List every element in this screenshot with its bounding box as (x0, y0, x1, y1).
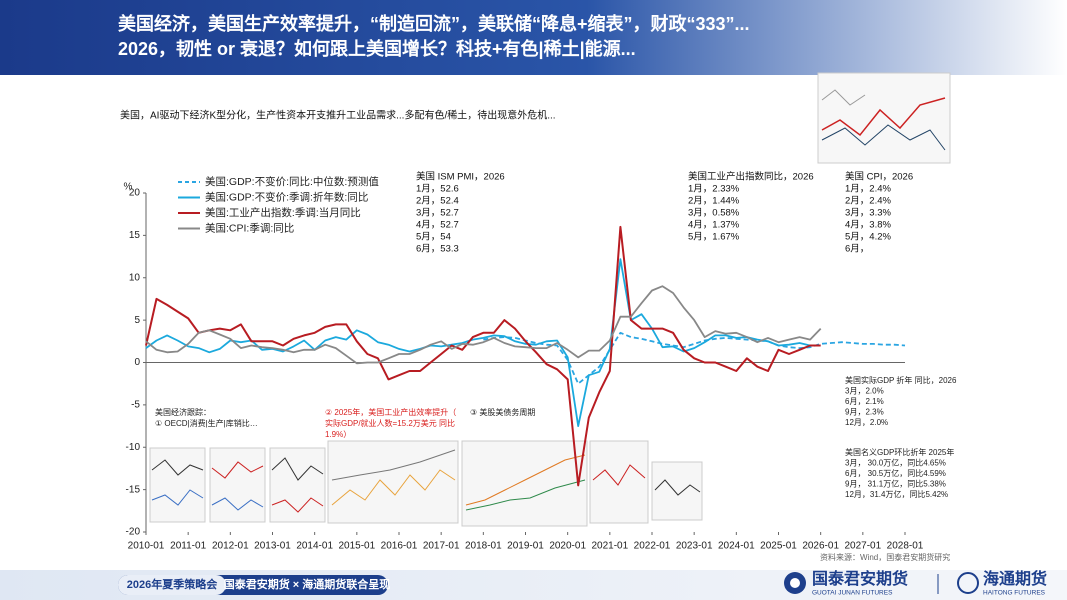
note-title: 美国工业产出指数同比，2026 (688, 171, 814, 183)
note-row: 2月，1.44% (688, 196, 740, 207)
title: 美国经济，美国生产效率提升，“制造回流”，美联储“降息+缩表”，财政“333”.… (118, 13, 750, 34)
x-tick-label: 2021-01 (591, 541, 628, 552)
note-row: 6月，53.3 (416, 244, 459, 255)
inset-caption: ③ 美股美债务周期 (470, 407, 535, 417)
x-tick-label: 2022-01 (634, 541, 671, 552)
note-row: 3月，0.58% (688, 208, 740, 219)
x-tick-label: 2019-01 (507, 541, 544, 552)
note-row: 6月， (845, 244, 869, 255)
x-tick-label: 2011-01 (170, 541, 206, 552)
logo-icon (957, 572, 979, 594)
y-unit: % (124, 182, 133, 193)
note-title: 美国实际GDP 折年 同比，2026 (845, 375, 957, 385)
footer-host: 国泰君安期货 × 海通期货联合呈现 (224, 577, 391, 591)
source: 资料来源：Wind，国泰君安期货研究 (820, 552, 950, 562)
x-tick-label: 2020-01 (549, 541, 586, 552)
note-row: 4月，1.37% (688, 220, 740, 231)
note-title: 美国 ISM PMI，2026 (416, 171, 505, 183)
note-row: 1月，52.6 (416, 184, 459, 195)
x-tick-label: 2026-01 (802, 541, 839, 552)
y-tick-label: -20 (126, 527, 141, 538)
note-row: 3月，52.7 (416, 208, 459, 219)
y-tick-label: -5 (131, 400, 140, 411)
note-row: 5月，4.2% (845, 232, 891, 243)
note-row: 12月，2.0% (845, 418, 888, 427)
logo-text: 海通期货 (983, 569, 1047, 588)
series-line (483, 331, 906, 385)
note-row: 1月，2.33% (688, 184, 740, 195)
note-row: 4月，3.8% (845, 220, 891, 231)
x-tick-label: 2015-01 (338, 541, 375, 552)
note-row: 2月，52.4 (416, 196, 459, 207)
note-row: 5月，54 (416, 232, 451, 243)
note-title: 美国 CPI，2026 (845, 171, 913, 183)
series-line (145, 225, 821, 487)
header-band (0, 0, 1067, 75)
y-tick-label: -15 (126, 484, 141, 495)
note-row: 9月，2.3% (845, 408, 884, 417)
x-tick-label: 2017-01 (423, 541, 460, 552)
x-tick-label: 2018-01 (465, 541, 502, 552)
logo-icon (790, 578, 800, 588)
x-tick-label: 2016-01 (381, 541, 418, 552)
note-row: 1月，2.4% (845, 184, 891, 195)
x-tick-label: 2025-01 (760, 541, 797, 552)
y-tick-label: 20 (129, 188, 141, 199)
note-row: 6月， 30.5万亿，同比4.59% (845, 468, 946, 478)
x-tick-label: 2013-01 (254, 541, 291, 552)
logo-text-en: HAITONG FUTURES (983, 590, 1046, 597)
note-row: 5月，1.67% (688, 232, 740, 243)
series-line (145, 285, 822, 365)
inset-caption: ① OECD|消费|生产|库销比… (155, 418, 258, 428)
x-tick-label: 2014-01 (296, 541, 333, 552)
x-tick-label: 2010-01 (128, 541, 165, 552)
y-tick-label: 15 (129, 230, 141, 241)
legend-label: 美国:CPI:季调:同比 (205, 221, 294, 234)
x-tick-label: 2027-01 (844, 541, 881, 552)
note-row: 4月，52.7 (416, 220, 459, 231)
title: 2026，韧性 or 衰退？如何跟上美国增长？科技+有色|稀土|能源... (118, 38, 636, 59)
inset-caption: 美国经济跟踪： (155, 407, 211, 417)
y-tick-label: -10 (126, 442, 141, 453)
note-row: 3月， 30.0万亿，同比4.65% (845, 458, 946, 468)
legend-label: 美国:GDP:不变价:同比:中位数:预测值 (205, 175, 379, 188)
series-line (145, 258, 811, 427)
note-row: 3月，3.3% (845, 208, 891, 219)
inset-caption: 1.9%） (325, 430, 351, 439)
x-tick-label: 2023-01 (676, 541, 713, 552)
x-tick-label: 2012-01 (212, 541, 249, 552)
note-row: 3月，2.0% (845, 387, 884, 396)
thumbnail-top (817, 72, 951, 164)
inset-caption: 实际GDP/就业人数=15.2万美元 同比 (325, 418, 455, 428)
logo-text: 国泰君安期货 (812, 569, 908, 588)
subtitle: 美国，AI驱动下经济K型分化，生产性资本开支推升工业品需求...多配有色/稀土，… (120, 109, 556, 122)
x-tick-label: 2024-01 (718, 541, 755, 552)
note-row: 12月，31.4万亿，同比5.42% (845, 489, 948, 499)
x-tick-label: 2028-01 (887, 541, 924, 552)
thumbnails (149, 440, 703, 527)
note-title: 美国名义GDP环比折年 2025年 (845, 447, 954, 457)
legend-label: 美国:GDP:不变价:季调:折年数:同比 (205, 190, 368, 203)
logo-text-en: GUOTAI JUNAN FUTURES (812, 590, 893, 597)
legend-label: 美国:工业产出指数:季调:当月同比 (205, 206, 361, 219)
note-row: 9月， 31.1万亿，同比5.38% (845, 479, 946, 489)
y-tick-label: 10 (129, 272, 141, 283)
footer-pill-left (118, 575, 226, 595)
thumbnail-lines (151, 449, 701, 513)
footer-event: 2026年夏季策略会 (127, 577, 218, 591)
note-row: 2月，2.4% (845, 196, 891, 207)
note-row: 6月，2.1% (845, 397, 884, 406)
inset-caption: ② 2025年，美国工业产出效率提升（ (325, 407, 456, 417)
y-tick-label: 5 (134, 315, 140, 326)
y-tick-label: 0 (134, 357, 140, 368)
